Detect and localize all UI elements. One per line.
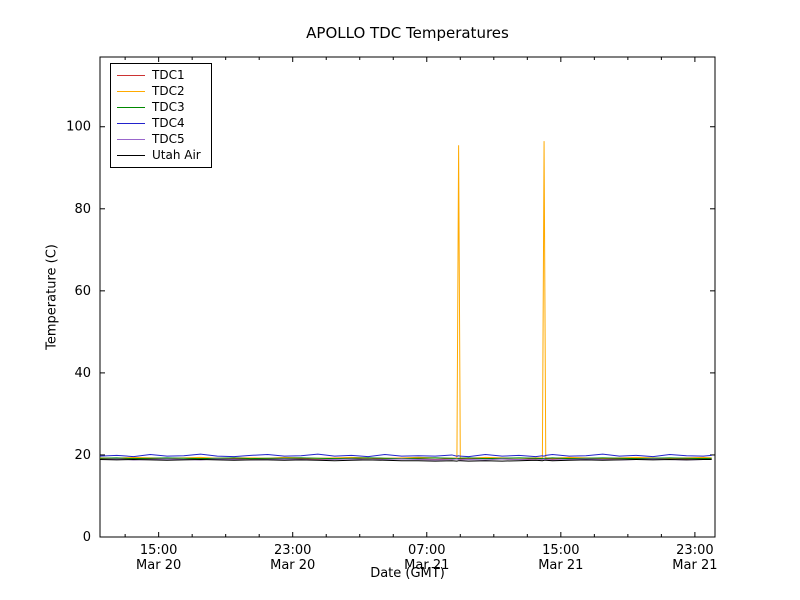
chart-title: APOLLO TDC Temperatures: [306, 24, 509, 42]
x-tick-date-label: Mar 20: [136, 558, 181, 573]
y-tick-label: 0: [83, 530, 91, 545]
legend-label: TDC5: [152, 132, 185, 146]
legend-label: TDC3: [152, 100, 185, 114]
x-axis-label: Date (GMT): [370, 566, 445, 581]
legend-line-sample: [117, 123, 145, 124]
series-line-tdc3: [99, 457, 712, 460]
legend-label: TDC1: [152, 68, 185, 82]
legend-item: TDC3: [117, 100, 201, 115]
legend-line-sample: [117, 139, 145, 140]
series-line-utah-air: [99, 458, 712, 462]
x-tick-time-label: 15:00: [542, 543, 579, 558]
y-tick-label: 100: [66, 120, 91, 135]
legend-line-sample: [117, 155, 145, 156]
x-tick-date-label: Mar 20: [270, 558, 315, 573]
y-tick-label: 60: [74, 284, 91, 299]
x-tick-time-label: 15:00: [140, 543, 177, 558]
series-line-tdc4: [99, 453, 712, 458]
series-line-tdc5: [99, 458, 712, 461]
x-tick-time-label: 23:00: [274, 543, 311, 558]
legend-line-sample: [117, 91, 145, 92]
y-tick-label: 20: [74, 448, 91, 463]
x-tick-time-label: 07:00: [408, 543, 445, 558]
legend-item: TDC1: [117, 68, 201, 83]
x-tick-time-label: 23:00: [676, 543, 713, 558]
axes-frame: [99, 56, 716, 538]
legend-item: TDC5: [117, 132, 201, 147]
series-line-tdc2: [99, 141, 712, 459]
legend: TDC1 TDC2 TDC3 TDC4 TDC5 Utah Air: [110, 63, 212, 168]
legend-line-sample: [117, 107, 145, 108]
legend-label: Utah Air: [152, 148, 201, 162]
legend-item: Utah Air: [117, 148, 201, 163]
legend-label: TDC4: [152, 116, 185, 130]
legend-label: TDC2: [152, 84, 185, 98]
x-tick-date-label: Mar 21: [538, 558, 583, 573]
legend-line-sample: [117, 75, 145, 76]
x-tick-date-label: Mar 21: [404, 558, 449, 573]
y-tick-label: 40: [74, 366, 91, 381]
x-tick-date-label: Mar 21: [672, 558, 717, 573]
legend-item: TDC4: [117, 116, 201, 131]
y-tick-label: 80: [74, 202, 91, 217]
legend-item: TDC2: [117, 84, 201, 99]
